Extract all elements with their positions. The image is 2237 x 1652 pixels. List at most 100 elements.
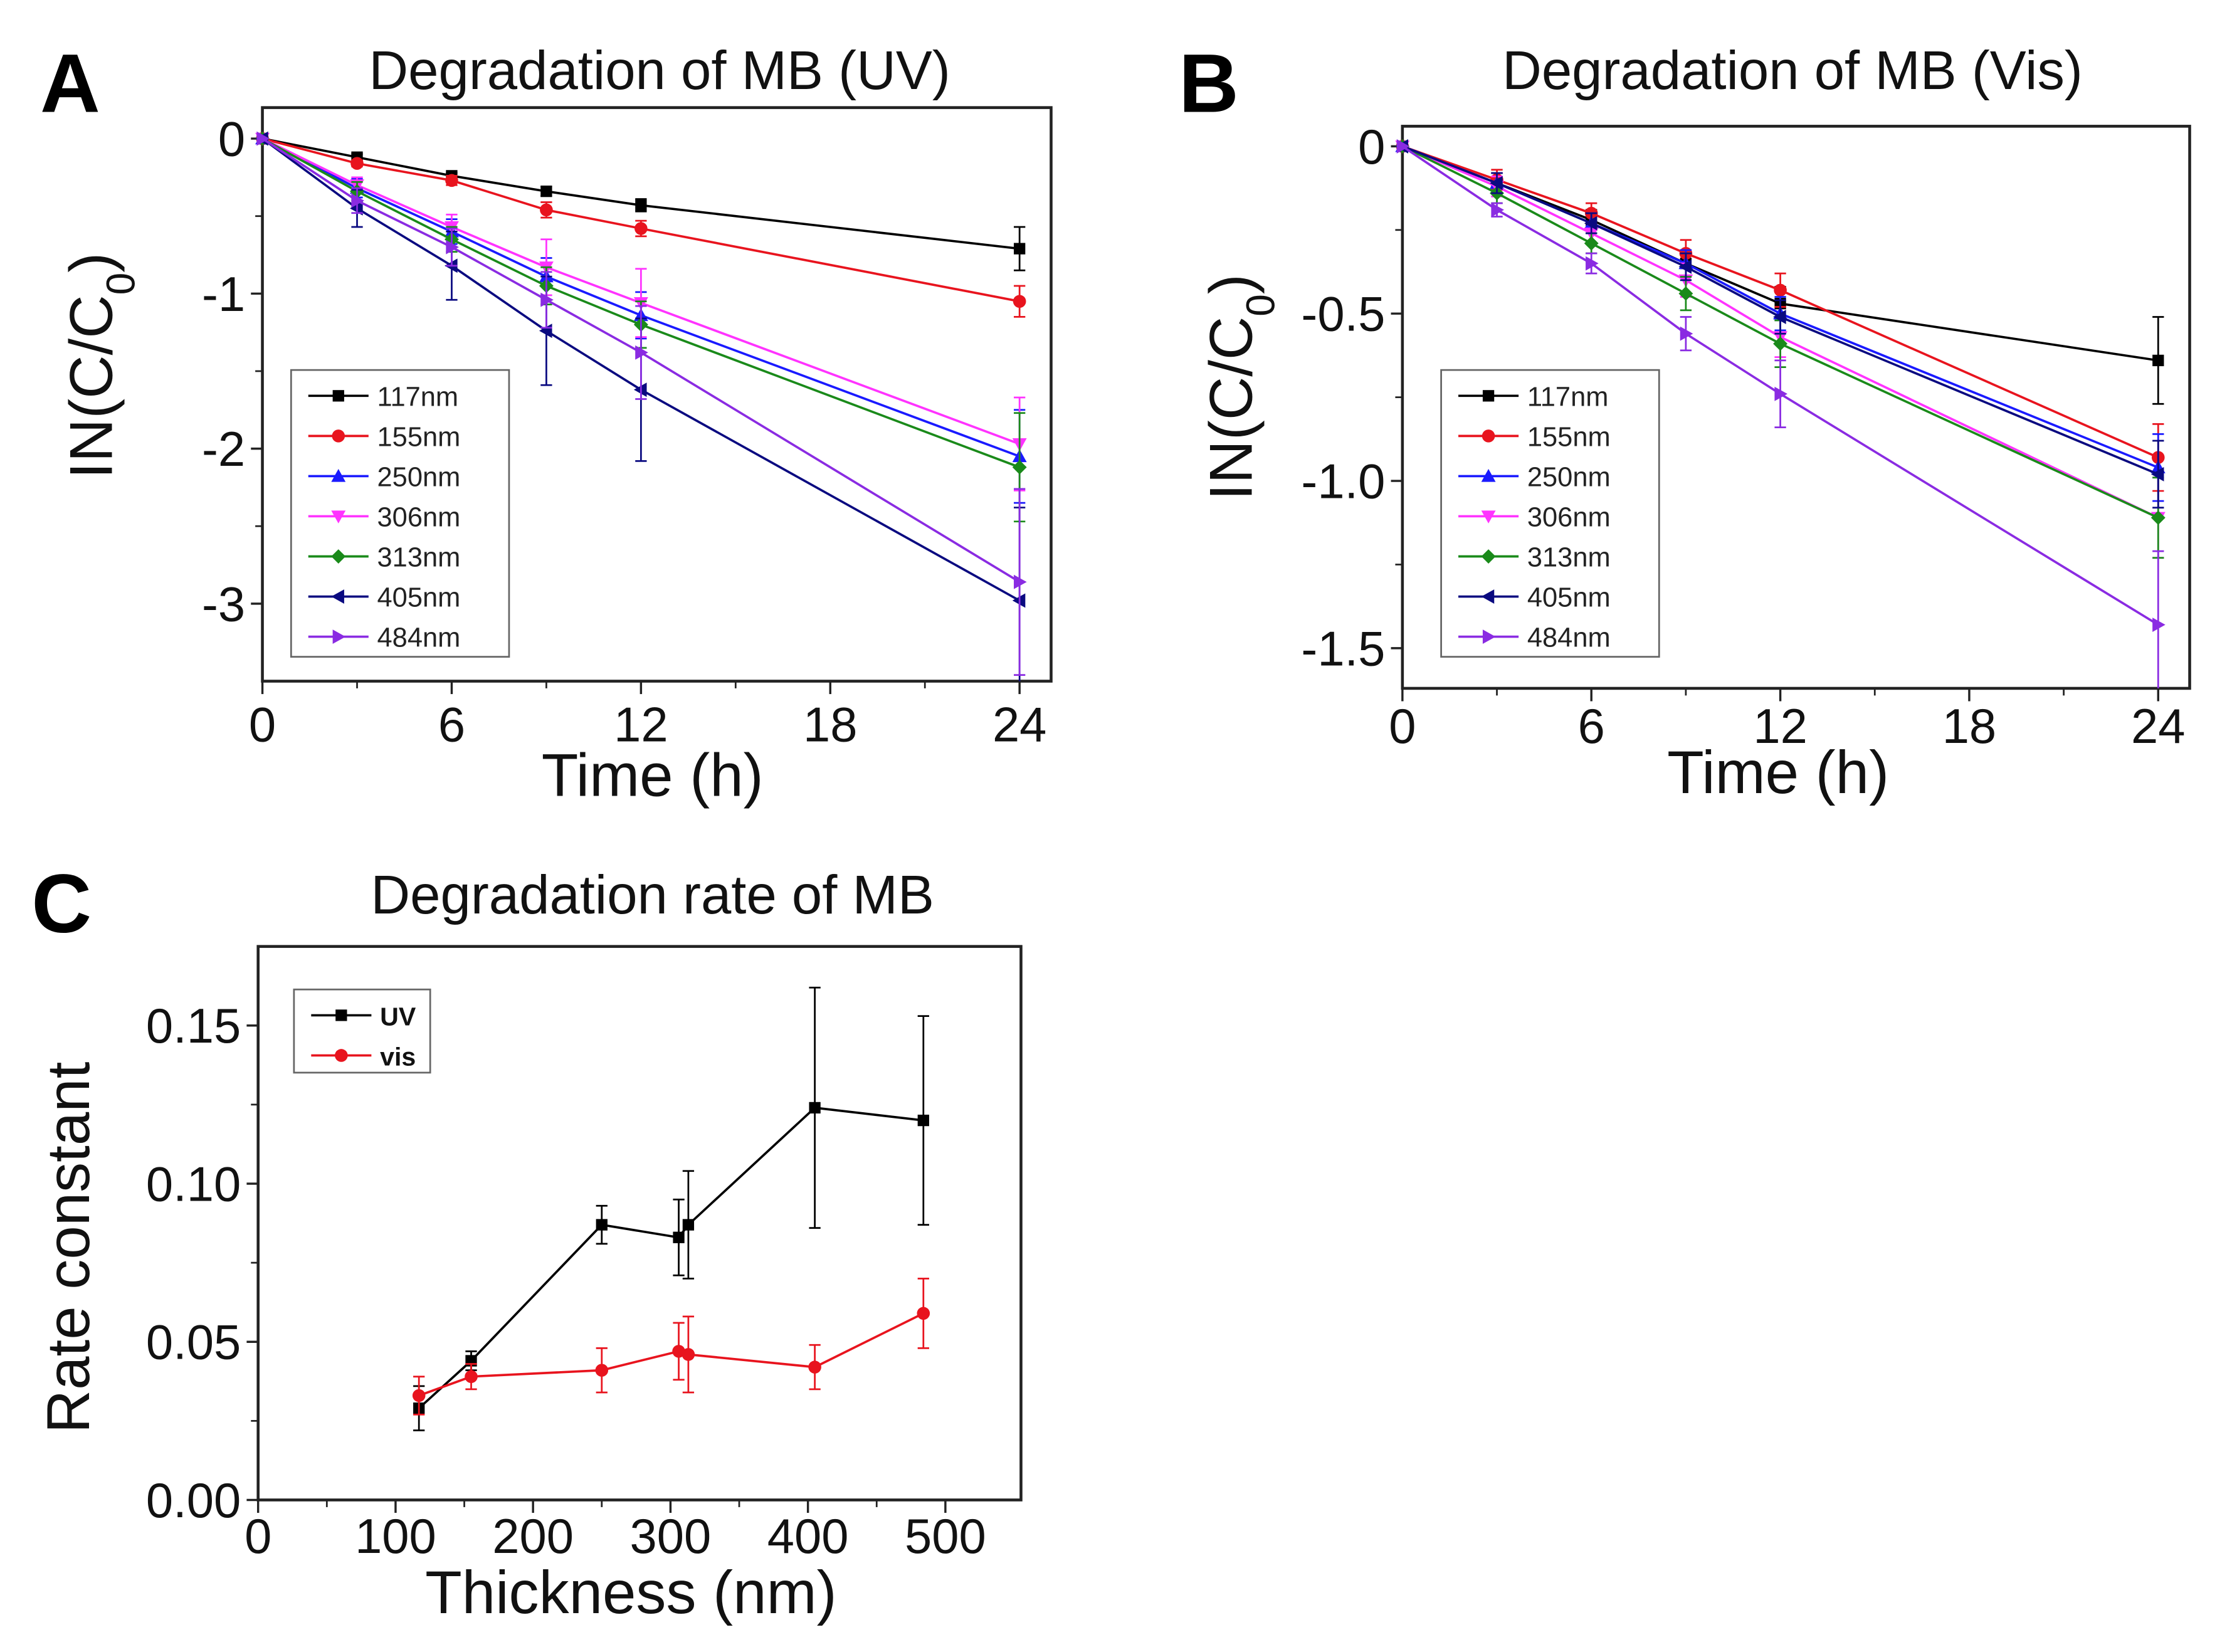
legend: 117nm 155nm 250nm 306nm 313nm 405nm 484nm (1440, 369, 1660, 658)
data-point (1584, 216, 1597, 231)
series-117nm (256, 132, 1026, 271)
legend-label: 155nm (377, 422, 461, 452)
series-line (261, 137, 1020, 445)
y-axis-label: Rate constant (35, 1062, 102, 1434)
legend-marker (331, 589, 344, 604)
legend-label: 484nm (1527, 623, 1611, 653)
x-tick-label: 300 (630, 1510, 712, 1564)
y-tick-label: -0.5 (1301, 288, 1385, 342)
legend-label: 484nm (377, 623, 461, 653)
series-line (261, 137, 1020, 468)
data-point (1678, 260, 1692, 274)
data-point (1491, 203, 1504, 218)
plot-frame (1401, 125, 2191, 690)
y-tick-label: 0.10 (146, 1157, 241, 1211)
legend-marker (1482, 429, 1495, 443)
data-point (446, 239, 459, 255)
series-line (1402, 145, 2159, 476)
data-point (595, 1364, 609, 1377)
data-point (540, 292, 554, 307)
x-tick-label: 0 (249, 698, 276, 752)
y-tick-label: 0.00 (146, 1474, 241, 1528)
data-point (682, 1348, 695, 1361)
x-axis-label: Thickness (nm) (425, 1559, 836, 1626)
data-point (1490, 176, 1503, 191)
x-axis-label: Time (h) (542, 742, 764, 809)
series-484nm (256, 131, 1027, 676)
series-line (418, 1312, 924, 1397)
data-point (1013, 295, 1026, 308)
x-tick-label: 6 (1578, 700, 1605, 754)
legend-marker (331, 510, 346, 523)
data-point (917, 1307, 930, 1320)
x-tick-label: 0 (245, 1510, 271, 1564)
data-point (256, 131, 270, 146)
legend-marker (332, 429, 345, 443)
legend-marker (332, 629, 346, 644)
chart-title: Degradation rate of MB (371, 865, 934, 925)
legend-marker (331, 549, 346, 564)
data-point (1773, 310, 1786, 324)
data-point (1014, 574, 1027, 589)
data-point (1584, 236, 1599, 251)
legend-marker (1482, 390, 1495, 402)
legend-label: 405nm (1527, 583, 1611, 613)
legend: 117nm 155nm 250nm 306nm 313nm 405nm 484nm (290, 369, 510, 658)
data-point (540, 203, 553, 217)
data-point (682, 1219, 695, 1231)
data-point (809, 1102, 821, 1114)
legend-label: UV (380, 1002, 416, 1031)
series-155nm (256, 132, 1026, 318)
legend-marker (1481, 468, 1496, 482)
series-line (262, 137, 1020, 303)
data-point (350, 157, 364, 170)
x-tick-label: 18 (1942, 700, 1996, 754)
panel-c: C Degradation rate of MB 0 100 200 300 400 500 0… (31, 858, 1023, 1626)
y-axis-label: IN(C/C0) (58, 253, 143, 479)
data-point (2150, 466, 2164, 481)
x-tick-label: 24 (2131, 700, 2185, 754)
y-axis-label-part: IN(C/C (1198, 317, 1265, 500)
data-point (635, 199, 647, 211)
data-point (2152, 618, 2166, 632)
series-line (1402, 145, 2159, 519)
legend-marker (1481, 549, 1496, 564)
legend-label: 313nm (377, 543, 461, 573)
y-axis-label-part: 0 (1238, 294, 1283, 317)
series-405nm (1395, 139, 2164, 509)
x-tick-label: 12 (614, 698, 668, 752)
x-tick-label: 200 (492, 1510, 574, 1564)
legend-label: 306nm (1527, 502, 1611, 532)
series-line (1402, 145, 2159, 459)
data-point (1014, 243, 1026, 255)
legend-label: 155nm (1527, 422, 1611, 452)
data-point (465, 1370, 478, 1384)
y-tick-label: 0.15 (146, 999, 241, 1053)
series-line (1401, 145, 2159, 626)
data-point (445, 174, 458, 187)
x-tick-label: 6 (438, 698, 465, 752)
legend-box (293, 988, 431, 1074)
y-tick-label: 0.05 (146, 1316, 241, 1370)
legend-marker (335, 1009, 347, 1021)
data-point (917, 1114, 929, 1127)
series-line (418, 1106, 924, 1409)
y-tick-label: 0 (218, 113, 245, 167)
y-tick-label: -3 (202, 577, 245, 631)
series-484nm (1396, 139, 2166, 688)
y-tick-label: -2 (202, 423, 245, 476)
y-tick-label: -1.5 (1301, 622, 1385, 676)
x-tick-label: 24 (992, 698, 1046, 752)
y-axis-label-part: ) (1198, 274, 1265, 294)
legend-marker (331, 468, 346, 482)
data-point (351, 193, 364, 208)
y-axis-label: IN(C/C0) (1198, 274, 1283, 500)
data-point (1680, 326, 1693, 341)
legend-label: vis (380, 1042, 416, 1071)
series-line (1402, 145, 2159, 519)
data-point (1678, 286, 1693, 301)
data-point (1396, 139, 1410, 154)
data-point (1774, 386, 1788, 401)
data-point (1774, 283, 1787, 297)
